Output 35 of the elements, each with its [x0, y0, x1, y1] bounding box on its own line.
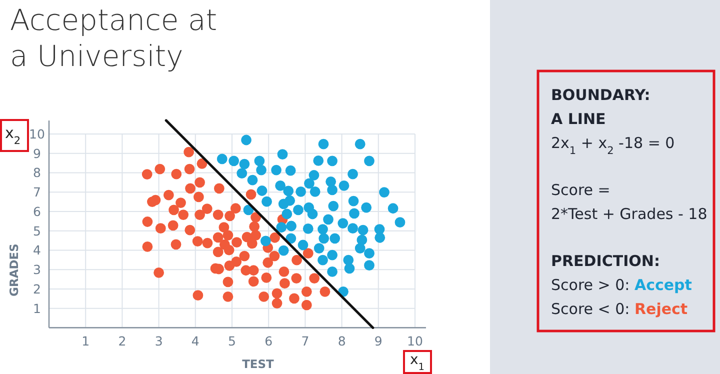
x-tick-label: 7	[301, 334, 310, 349]
y-tick-label: 6	[33, 204, 42, 219]
y-tick-label: 9	[33, 146, 42, 161]
y-tick-label: 1	[33, 300, 41, 316]
y-tick-label: 4	[33, 242, 42, 258]
x-tick-label: 9	[374, 334, 382, 349]
x-tick-label: 5	[228, 334, 236, 349]
text: BOUNDARY:	[551, 86, 650, 104]
y-axis-title: GRADES	[7, 244, 21, 296]
y-tick-label: 2	[33, 281, 41, 296]
x-axis-title: TEST	[242, 357, 274, 371]
chart-title: Acceptance at a University	[10, 3, 218, 73]
text: Score > 0:	[551, 276, 634, 294]
legend-label: Accept	[634, 276, 692, 294]
y-tick-label: 10	[29, 126, 45, 142]
x-tick-label: 4	[191, 334, 200, 349]
y-tick-label: 7	[33, 184, 41, 200]
text: Score < 0:	[551, 300, 634, 318]
text: 2*Test + Grades - 18	[551, 205, 708, 223]
x-tick-label: 3	[154, 334, 163, 349]
text: x$_{2}$	[5, 124, 21, 147]
text: 2x$_{1}$ + x$_{2}$ -18 = 0	[551, 134, 675, 157]
y-tick-label: 3	[33, 262, 41, 278]
text: x$_{1}$	[410, 352, 425, 372]
x-tick-label: 8	[338, 334, 346, 349]
x-tick-label: 6	[264, 334, 273, 349]
x-tick-label: 2	[118, 334, 126, 349]
text: Score =	[551, 181, 610, 199]
text: PREDICTION:	[551, 252, 660, 270]
text: A LINE	[551, 110, 606, 128]
y-tick-label: 8	[33, 165, 42, 180]
x-tick-label: 1	[82, 334, 90, 349]
y-tick-label: 5	[33, 223, 41, 238]
legend-label: Reject	[634, 300, 688, 318]
x-tick-label: 10	[407, 334, 423, 349]
